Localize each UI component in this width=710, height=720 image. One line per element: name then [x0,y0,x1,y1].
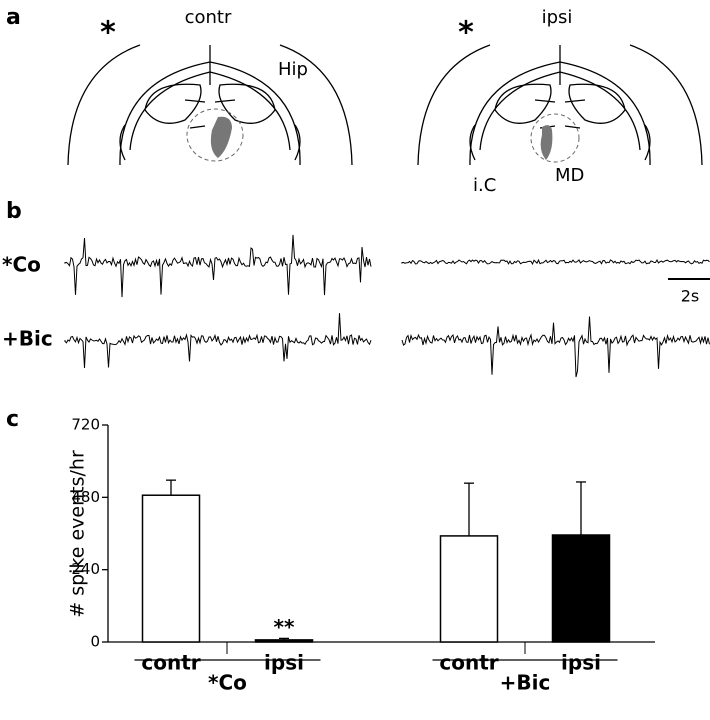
y-tick-label: 720 [71,416,100,434]
trace [401,316,710,378]
x-tick-label: contr [439,651,498,675]
y-tick-label: 0 [90,633,100,651]
group-label: *Co [208,671,247,695]
brain-section [67,44,353,166]
x-tick-label: ipsi [561,651,601,675]
region-label: MD [555,165,584,186]
y-tick-label: 240 [71,560,100,578]
annotation: ** [274,615,295,639]
scale-label: 2s [681,287,700,306]
x-tick-label: contr [141,651,200,675]
panel-label: b [6,199,22,224]
panel-label: c [6,407,19,432]
bar-chart: c # spike events/hr0 240 480 720 contr ipsi con… [6,407,655,695]
bar [439,535,499,643]
bar [551,534,611,643]
star: * [458,16,474,51]
panel-label: a [6,5,21,30]
bar [254,639,314,643]
bar [141,494,201,643]
brain-section [417,44,703,166]
x-tick-label: ipsi [264,651,304,675]
traces [64,234,710,378]
trace [401,258,710,266]
section-title: ipsi [542,7,573,28]
trace [64,313,372,369]
row-label: +Bic [2,327,53,351]
region-label: Hip [278,59,308,80]
region-label: i.C [473,175,496,196]
row-label: *Co [2,253,41,277]
trace [64,234,372,298]
y-axis-label: # spike events/hr [67,450,89,618]
group-label: +Bic [500,671,551,695]
section-title: contr [185,7,232,28]
y-tick-label: 480 [71,488,100,506]
star: * [100,16,116,51]
